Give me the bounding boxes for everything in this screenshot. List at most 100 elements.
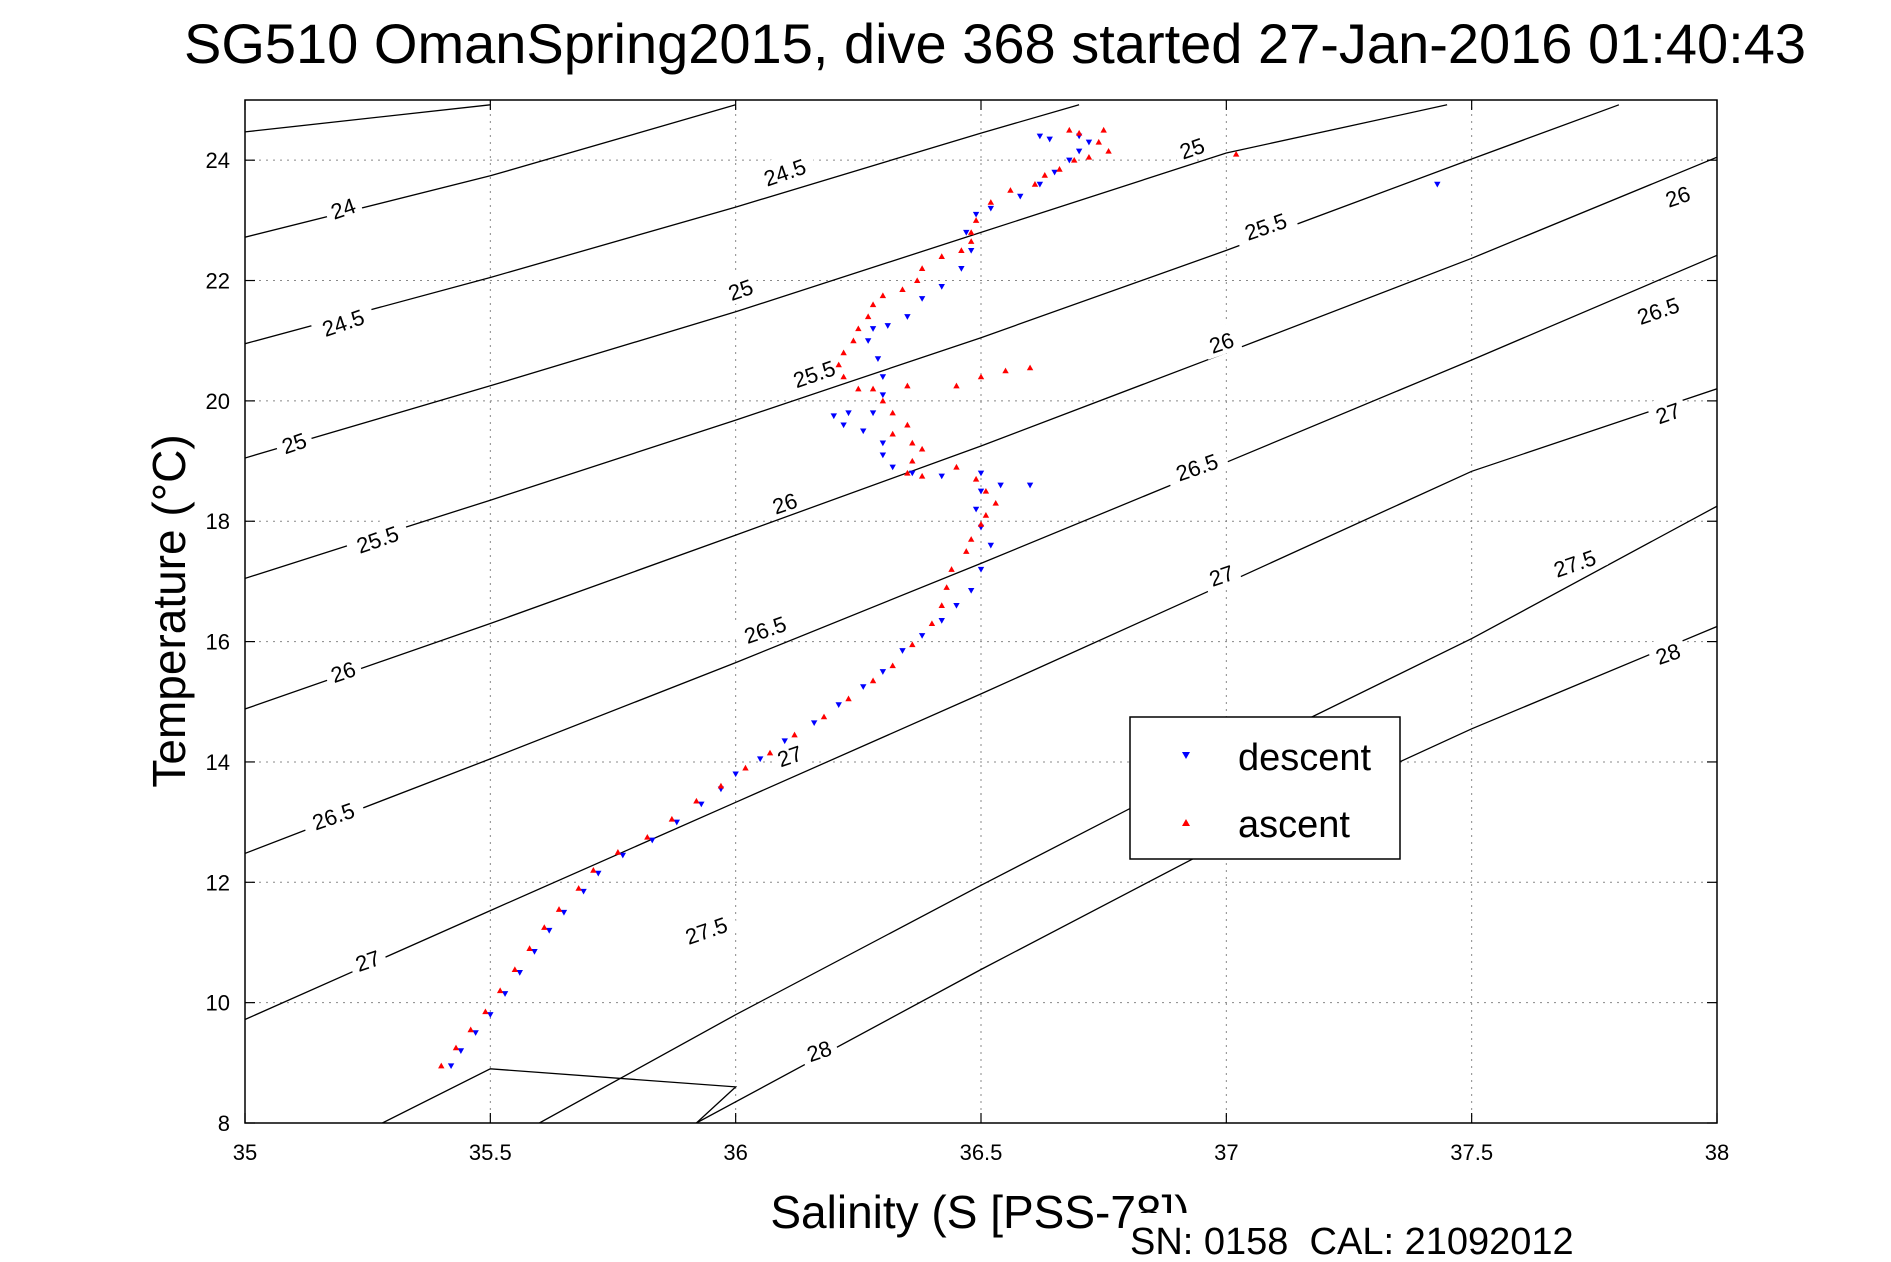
data-point-descent (860, 428, 867, 435)
data-point-descent (904, 314, 911, 320)
density-contours: 2424.524.525252525.525.525.52626262626.5… (245, 104, 1717, 1123)
data-point-descent (487, 1012, 494, 1018)
data-point-ascent (909, 439, 916, 446)
contour-label-background (1199, 554, 1243, 593)
data-point-ascent (717, 782, 725, 789)
data-point-ascent (918, 472, 926, 479)
contour-label-background (298, 790, 367, 838)
series-ascent (438, 126, 1240, 1069)
data-point-ascent (967, 238, 975, 244)
data-point-ascent (909, 641, 916, 648)
x-axis-label: Salinity (S [PSS-78]) (770, 1186, 1189, 1238)
data-point-ascent (869, 385, 877, 392)
data-point-descent (673, 819, 680, 826)
density-contour-line (245, 254, 1717, 855)
y-tick-label: 12 (206, 870, 230, 895)
legend-marker-descent (1182, 752, 1190, 759)
y-tick-label: 24 (206, 148, 230, 173)
data-point-ascent (977, 373, 985, 380)
data-point-descent (501, 991, 509, 997)
data-point-descent (972, 506, 980, 513)
data-point-descent (472, 1030, 479, 1036)
data-point-ascent (452, 1044, 460, 1051)
chart-title: SG510 OmanSpring2015, dive 368 started 2… (184, 12, 1806, 75)
x-tick-label: 36.5 (960, 1140, 1003, 1165)
axis-ticks: 35 35.5 36 36.5 37 37.5 38 8 10 12 14 16 18 20 22 24 (206, 100, 1729, 1165)
legend-box (1129, 716, 1401, 860)
data-point-ascent (742, 764, 749, 771)
legend-label-ascent: ascent (1238, 804, 1350, 846)
data-point-ascent (1031, 181, 1039, 187)
data-point-descent (546, 927, 553, 934)
data-point-descent (879, 392, 887, 399)
data-point-descent (560, 909, 568, 916)
data-point-ascent (889, 662, 896, 669)
data-point-ascent (963, 548, 970, 554)
data-point-descent (869, 326, 877, 332)
contour-label-background (671, 905, 740, 952)
data-point-descent (619, 852, 627, 859)
contour-label-background (762, 482, 806, 521)
y-tick-label: 14 (206, 750, 230, 775)
data-point-ascent (948, 566, 955, 572)
contour-label-background (779, 348, 848, 396)
contour-label-background (1231, 201, 1299, 248)
data-point-descent (447, 1063, 455, 1070)
data-point-ascent (496, 987, 504, 994)
density-contour-line (245, 104, 1620, 580)
data-point-ascent (1007, 187, 1014, 193)
data-point-ascent (840, 373, 847, 380)
density-contour-line (245, 104, 1080, 345)
data-point-descent (1026, 482, 1034, 489)
data-point-ascent (438, 1062, 445, 1069)
density-contour-line (245, 104, 491, 133)
data-point-descent (977, 470, 985, 477)
data-point-ascent (845, 695, 852, 702)
data-point-ascent (958, 247, 965, 253)
data-point-descent (963, 229, 970, 236)
data-point-ascent (590, 867, 597, 873)
data-point-ascent (644, 833, 651, 840)
contour-label-background (320, 187, 365, 226)
data-point-ascent (1071, 156, 1078, 163)
contour-label-background (271, 422, 315, 461)
data-point-descent (580, 888, 587, 895)
y-tick-label: 8 (218, 1111, 230, 1136)
data-point-ascent (879, 397, 887, 404)
x-tick-label: 35 (233, 1140, 257, 1165)
density-contour-line (382, 1068, 738, 1123)
legend-marker-ascent (1182, 819, 1190, 826)
data-point-ascent (482, 1008, 489, 1015)
data-point-ascent (835, 361, 842, 368)
data-point-descent (938, 618, 945, 624)
density-contour-line (245, 388, 1717, 1021)
contour-label-background (1645, 632, 1689, 671)
data-point-ascent (899, 286, 906, 293)
data-point-ascent (889, 430, 896, 437)
data-point-ascent (904, 382, 911, 389)
data-point-ascent (904, 469, 911, 476)
data-point-descent (781, 738, 788, 745)
data-point-descent (889, 464, 896, 471)
y-tick-label: 10 (206, 991, 230, 1016)
data-point-descent (1434, 181, 1441, 188)
data-point-ascent (982, 487, 990, 494)
y-axis-label: Temperature (°C) (143, 434, 195, 787)
density-contour-line (245, 104, 736, 238)
data-point-descent (531, 948, 538, 955)
data-point-descent (879, 440, 887, 447)
data-point-ascent (943, 584, 950, 590)
legend-label-descent: descent (1238, 737, 1372, 779)
data-point-ascent (1041, 172, 1048, 178)
data-point-descent (1017, 193, 1024, 200)
data-point-ascent (1002, 367, 1009, 374)
data-point-ascent (918, 445, 926, 452)
data-point-descent (918, 633, 926, 639)
data-point-ascent (982, 512, 990, 518)
data-point-descent (810, 720, 818, 727)
data-point-ascent (855, 385, 862, 392)
data-point-descent (879, 374, 887, 381)
data-point-descent (1085, 139, 1093, 146)
contour-label-background (320, 650, 365, 689)
